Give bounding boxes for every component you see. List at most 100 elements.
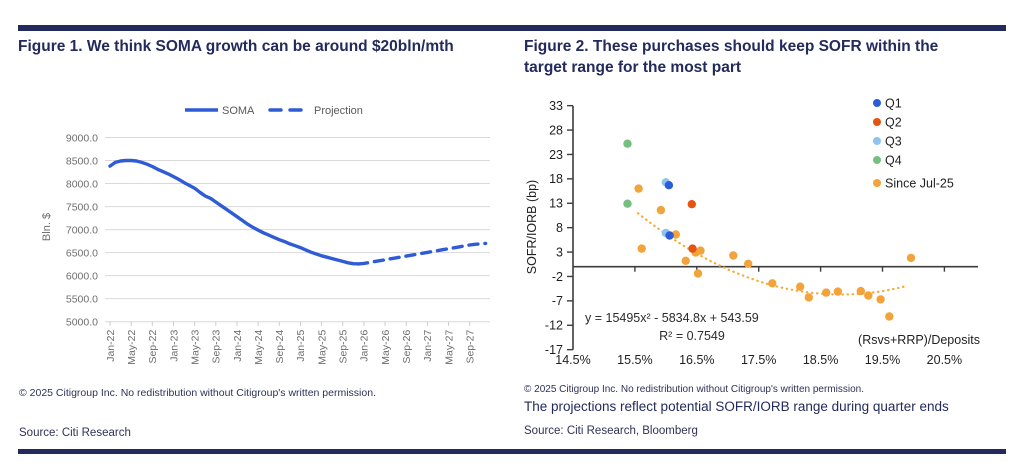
legend-label-q4: Q4: [885, 154, 902, 168]
x-tick-label: Jan-24: [232, 330, 244, 362]
x-tick-label: May-24: [253, 330, 265, 365]
y-tick-label: 7000.0: [66, 224, 98, 236]
scatter-point-since-jul-25: [833, 287, 843, 296]
y-tick-label: 5000.0: [66, 317, 98, 329]
y-tick-label: 8000.0: [66, 178, 98, 190]
figure2-copyright: © 2025 Citigroup Inc. No redistribution …: [524, 384, 864, 395]
y-tick-label: 6000.0: [66, 270, 98, 282]
y-tick-label: 8500.0: [66, 155, 98, 167]
legend-label-projection: Projection: [314, 105, 363, 117]
figure1-source: Source: Citi Research: [19, 427, 131, 439]
scatter-point-since-jul-25: [864, 291, 873, 300]
x-tick-label: Sep-26: [401, 330, 413, 364]
scatter-point-since-jul-25: [729, 251, 738, 260]
scatter-point-since-jul-25: [876, 295, 885, 304]
legend-label-q2: Q2: [885, 116, 902, 130]
x-tick-label: Sep-22: [147, 330, 159, 364]
legend-label-q3: Q3: [885, 135, 902, 149]
x-tick-label: May-23: [189, 330, 201, 365]
scatter-point-since-jul-25: [634, 184, 643, 193]
figure2-legend: Q1 Q2 Q3 Q4 Since Jul-25: [873, 97, 954, 191]
scatter-point-q4: [623, 199, 632, 208]
sofr-iorb-scatter-chart: 33 28 23 18 13 8 3 -2 -7 -12 -17 14.5% 15.5% 16.5% 17.…: [524, 92, 1024, 384]
scatter-point-since-jul-25: [804, 293, 813, 302]
scatter-point-since-jul-25: [768, 279, 777, 288]
soma-line-chart: 9000.0 8500.0 8000.0 7500.0 7000.0 6500.0 6000…: [18, 92, 510, 382]
soma-solid-line: [108, 158, 361, 266]
scatter-point-q1: [664, 181, 674, 190]
x-tick-label: Jan-23: [168, 330, 180, 362]
top-divider-bar: [18, 25, 1006, 31]
y-tick-label: -2: [552, 270, 563, 284]
x-tick-label: 15.5%: [617, 353, 652, 367]
x-tick-label: May-25: [316, 330, 328, 365]
y-tick-label: 23: [549, 148, 563, 162]
y-tick-label: -12: [545, 319, 563, 333]
legend-dot-since-jul-25: [873, 179, 881, 187]
x-tick-label: 18.5%: [803, 353, 838, 367]
x-tick-label: May-26: [380, 330, 392, 365]
x-tick-label: 20.5%: [927, 353, 962, 367]
scatter-point-q1: [665, 231, 674, 240]
x-tick-label: Jan-22: [105, 330, 117, 362]
legend-dot-q2: [873, 118, 881, 126]
x-tick-label: 16.5%: [679, 353, 714, 367]
x-tick-label: Sep-25: [338, 330, 350, 364]
y-tick-label: -17: [545, 343, 563, 357]
figure1-title: Figure 1. We think SOMA growth can be ar…: [18, 38, 454, 55]
figure1-legend: SOMA Projection: [185, 105, 363, 117]
y-tick-label: 6500.0: [66, 247, 98, 259]
y-axis-title: SOFR/IORB (bp): [525, 180, 539, 274]
scatter-point-q2: [688, 244, 697, 253]
y-tick-label: 7500.0: [66, 201, 98, 213]
legend-label-q1: Q1: [885, 97, 902, 111]
figure2-title: Figure 2. These purchases should keep SO…: [524, 38, 939, 76]
x-tick-label: May-22: [126, 330, 138, 365]
scatter-point-since-jul-25: [906, 253, 916, 263]
y-tick-label: 9000.0: [66, 132, 98, 144]
scatter-point-since-jul-25: [822, 288, 831, 297]
x-tick-label: 17.5%: [741, 353, 776, 367]
y-tick-label: 33: [549, 99, 563, 113]
scatter-point-since-jul-25: [744, 259, 753, 268]
trend-r2-label: R² = 0.7549: [659, 329, 725, 343]
x-tick-label: Sep-24: [274, 330, 286, 364]
x-tick-label: 19.5%: [865, 353, 900, 367]
bottom-divider-bar: [18, 449, 1006, 454]
scatter-point-since-jul-25: [681, 256, 690, 265]
y-tick-label: 3: [556, 245, 563, 259]
legend-dot-q4: [873, 156, 881, 164]
scatter-point-since-jul-25: [693, 269, 703, 278]
x-tick-label: Sep-27: [465, 330, 477, 364]
legend-dot-q3: [873, 137, 881, 145]
scatter-point-since-jul-25: [885, 312, 894, 321]
scatter-point-since-jul-25: [656, 205, 666, 215]
scatter-point-q4: [623, 139, 632, 148]
y-tick-label: 13: [549, 197, 563, 211]
x-tick-label: May-27: [443, 330, 455, 365]
scatter-point-since-jul-25: [856, 286, 865, 296]
scatter-point-since-jul-25: [796, 282, 805, 291]
legend-label-since-jul-25: Since Jul-25: [885, 177, 954, 191]
y-axis-title: Bln. $: [41, 213, 53, 241]
soma-dashed-line: [356, 241, 488, 266]
y-tick-label: 18: [549, 172, 563, 186]
y-tick-label: 28: [549, 123, 563, 137]
scatter-point-since-jul-25: [696, 246, 705, 255]
x-tick-label: Jan-25: [295, 330, 307, 362]
scatter-point-since-jul-25: [637, 244, 646, 253]
figure2-source: Source: Citi Research, Bloomberg: [524, 425, 698, 437]
y-tick-label: -7: [552, 294, 563, 308]
x-tick-label: Jan-27: [422, 330, 434, 362]
y-tick-label: 8: [556, 221, 563, 235]
legend-label-soma: SOMA: [222, 105, 255, 117]
y-tick-label: 5500.0: [66, 293, 98, 305]
x-tick-label: Jan-26: [359, 330, 371, 362]
soma-chart-svg: 9000.0 8500.0 8000.0 7500.0 7000.0 6500.0 6000…: [41, 105, 490, 365]
figure1-copyright: © 2025 Citigroup Inc. No redistribution …: [19, 387, 376, 399]
legend-dot-q1: [873, 99, 881, 107]
figure2-note: The projections reflect potential SOFR/I…: [524, 399, 949, 414]
x-tick-label: Sep-23: [211, 330, 223, 364]
